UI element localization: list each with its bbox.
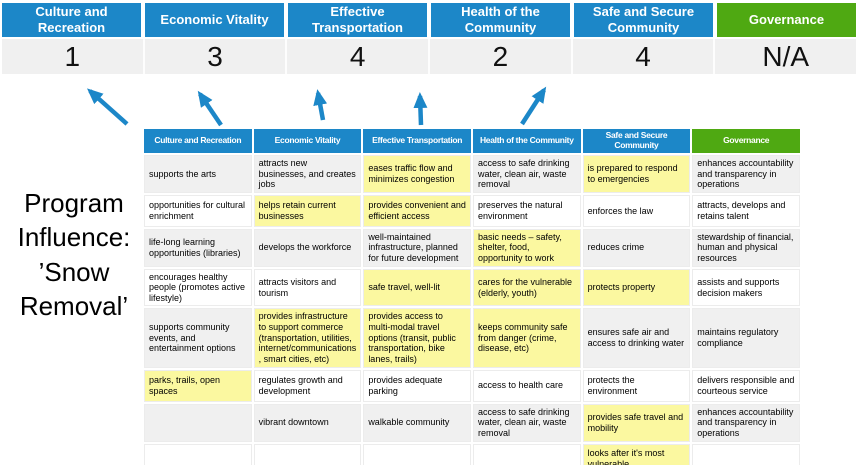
matrix-cell-r1-c0: opportunities for cultural enrichment bbox=[144, 194, 252, 227]
up-arrows bbox=[87, 86, 547, 127]
score-value-3: 2 bbox=[428, 39, 571, 74]
matrix-cell-r4-c5: maintains regulatory compliance bbox=[692, 308, 800, 368]
arrow-safe-icon bbox=[520, 86, 547, 126]
matrix-cell-r3-c1: attracts visitors and tourism bbox=[253, 268, 362, 307]
matrix-header-1: Economic Vitality bbox=[253, 129, 362, 153]
title-line: Program bbox=[24, 188, 124, 218]
matrix-cell-r0-c1: attracts new businesses, and creates job… bbox=[253, 155, 362, 193]
matrix-cell-r2-c4: reduces crime bbox=[582, 228, 691, 267]
matrix-row-2: life-long learning opportunities (librar… bbox=[144, 228, 800, 267]
matrix-cell-r5-c2: provides adequate parking bbox=[363, 369, 471, 402]
matrix-cell-r6-c1: vibrant downtown bbox=[253, 403, 362, 442]
matrix-cell-r0-c2: eases traffic flow and minimizes congest… bbox=[363, 155, 471, 193]
matrix-cell-r4-c3: keeps community safe from danger (crime,… bbox=[472, 308, 581, 368]
matrix-cell-r4-c0: supports community events, and entertain… bbox=[144, 308, 252, 368]
matrix-cell-r5-c4: protects the environment bbox=[582, 369, 691, 402]
matrix-header-2: Effective Transportation bbox=[363, 129, 471, 153]
matrix-header-0: Culture and Recreation bbox=[144, 129, 252, 153]
program-influence-title: Program Influence: ’Snow Removal’ bbox=[0, 186, 148, 323]
matrix-cell-r2-c2: well-maintained infrastructure, planned … bbox=[363, 228, 471, 267]
matrix-cell-r2-c5: stewardship of financial, human and phys… bbox=[692, 228, 800, 267]
matrix-cell-r6-c4: provides safe travel and mobility bbox=[582, 403, 691, 442]
matrix-cell-r4-c1: provides infrastructure to support comme… bbox=[253, 308, 362, 368]
matrix-cell-r4-c2: provides access to multi-modal travel op… bbox=[363, 308, 471, 368]
matrix-header-5: Governance bbox=[692, 129, 800, 153]
matrix-cell-r7-c0 bbox=[144, 443, 252, 465]
matrix-body: supports the arts attracts new businesses… bbox=[144, 155, 800, 465]
matrix-cell-r6-c3: access to safe drinking water, clean air… bbox=[472, 403, 581, 442]
matrix-row-5: parks, trails, open spaces regulates grow… bbox=[144, 369, 800, 402]
matrix-cell-r1-c4: enforces the law bbox=[582, 194, 691, 227]
matrix-cell-r5-c5: delivers responsible and courteous servi… bbox=[692, 369, 800, 402]
matrix-row-0: supports the arts attracts new businesses… bbox=[144, 155, 800, 193]
matrix-cell-r3-c4: protects property bbox=[582, 268, 691, 307]
matrix-cell-r2-c0: life-long learning opportunities (librar… bbox=[144, 228, 252, 267]
score-value-4: 4 bbox=[570, 39, 714, 74]
influence-matrix: Culture and Recreation Economic Vitality E… bbox=[142, 127, 802, 465]
matrix-cell-r0-c0: supports the arts bbox=[144, 155, 252, 193]
banner-priority-2: Effective Transportation bbox=[288, 3, 427, 37]
matrix-cell-r1-c2: provides convenient and efficient access bbox=[363, 194, 471, 227]
banner-priority-1: Economic Vitality bbox=[145, 3, 284, 37]
matrix-cell-r5-c1: regulates growth and development bbox=[253, 369, 362, 402]
score-value-2: 4 bbox=[285, 39, 428, 74]
arrow-economic-icon bbox=[197, 90, 223, 127]
banner-priority-5: Governance bbox=[717, 3, 856, 37]
matrix-cell-r6-c0 bbox=[144, 403, 252, 442]
matrix-cell-r7-c1 bbox=[253, 443, 362, 465]
score-value-1: 3 bbox=[142, 39, 286, 74]
score-value-5: N/A bbox=[713, 39, 856, 74]
matrix-cell-r3-c0: encourages healthy people (promotes acti… bbox=[144, 268, 252, 307]
title-line: Removal’ bbox=[19, 290, 129, 321]
matrix-cell-r2-c1: develops the workforce bbox=[253, 228, 362, 267]
matrix-cell-r1-c3: preserves the natural environment bbox=[472, 194, 581, 227]
matrix-cell-r1-c1: helps retain current businesses bbox=[253, 194, 362, 227]
matrix-cell-r5-c3: access to health care bbox=[472, 369, 581, 402]
score-value-0: 1 bbox=[64, 40, 81, 72]
matrix-cell-r0-c4: is prepared to respond to emergencies bbox=[582, 155, 691, 193]
matrix-cell-r1-c5: attracts, develops and retains talent bbox=[692, 194, 800, 227]
arrow-transport-icon bbox=[313, 89, 328, 121]
matrix-header-row: Culture and Recreation Economic Vitality E… bbox=[144, 129, 800, 153]
matrix-cell-r7-c2 bbox=[363, 443, 471, 465]
arrow-health-icon bbox=[413, 92, 428, 126]
priority-banner: Culture and Recreation Economic Vitality E… bbox=[2, 3, 856, 37]
matrix-cell-r7-c5 bbox=[692, 443, 800, 465]
matrix-row-3: encourages healthy people (promotes acti… bbox=[144, 268, 800, 307]
matrix-cell-r7-c4: looks after it's most vulnerable bbox=[582, 443, 691, 465]
matrix-row-1: opportunities for cultural enrichment hel… bbox=[144, 194, 800, 227]
matrix-header-4: Safe and Secure Community bbox=[582, 129, 691, 153]
matrix-row-7: looks after it's most vulnerable bbox=[144, 443, 800, 465]
arrow-culture-icon bbox=[87, 88, 129, 126]
matrix-cell-r7-c3 bbox=[472, 443, 581, 465]
matrix-cell-r4-c4: ensures safe air and access to drinking … bbox=[582, 308, 691, 368]
matrix-cell-r0-c5: enhances accountability and transparency… bbox=[692, 155, 800, 193]
matrix-header-3: Health of the Community bbox=[472, 129, 581, 153]
matrix-row-4: supports community events, and entertain… bbox=[144, 308, 800, 368]
matrix-cell-r2-c3: basic needs – safety, shelter, food, opp… bbox=[472, 228, 581, 267]
matrix-cell-r6-c2: walkable community bbox=[363, 403, 471, 442]
matrix-cell-r3-c5: assists and supports decision makers bbox=[692, 268, 800, 307]
matrix-cell-r0-c3: access to safe drinking water, clean air… bbox=[472, 155, 581, 193]
matrix-cell-r6-c5: enhances accountability and transparency… bbox=[692, 403, 800, 442]
title-line: Influence: bbox=[17, 222, 131, 253]
banner-priority-4: Safe and Secure Community bbox=[574, 3, 713, 37]
banner-priority-0: Culture and Recreation bbox=[2, 3, 141, 37]
score-band: 1 3 4 2 4 N/A bbox=[2, 39, 856, 74]
matrix-row-6: vibrant downtown walkable community access… bbox=[144, 403, 800, 442]
matrix-cell-r3-c3: cares for the vulnerable (elderly, youth… bbox=[472, 268, 581, 307]
banner-priority-3: Health of the Community bbox=[431, 3, 570, 37]
title-line: ’Snow bbox=[38, 256, 110, 287]
matrix-cell-r5-c0: parks, trails, open spaces bbox=[144, 369, 252, 402]
matrix-cell-r3-c2: safe travel, well-lit bbox=[363, 268, 471, 307]
